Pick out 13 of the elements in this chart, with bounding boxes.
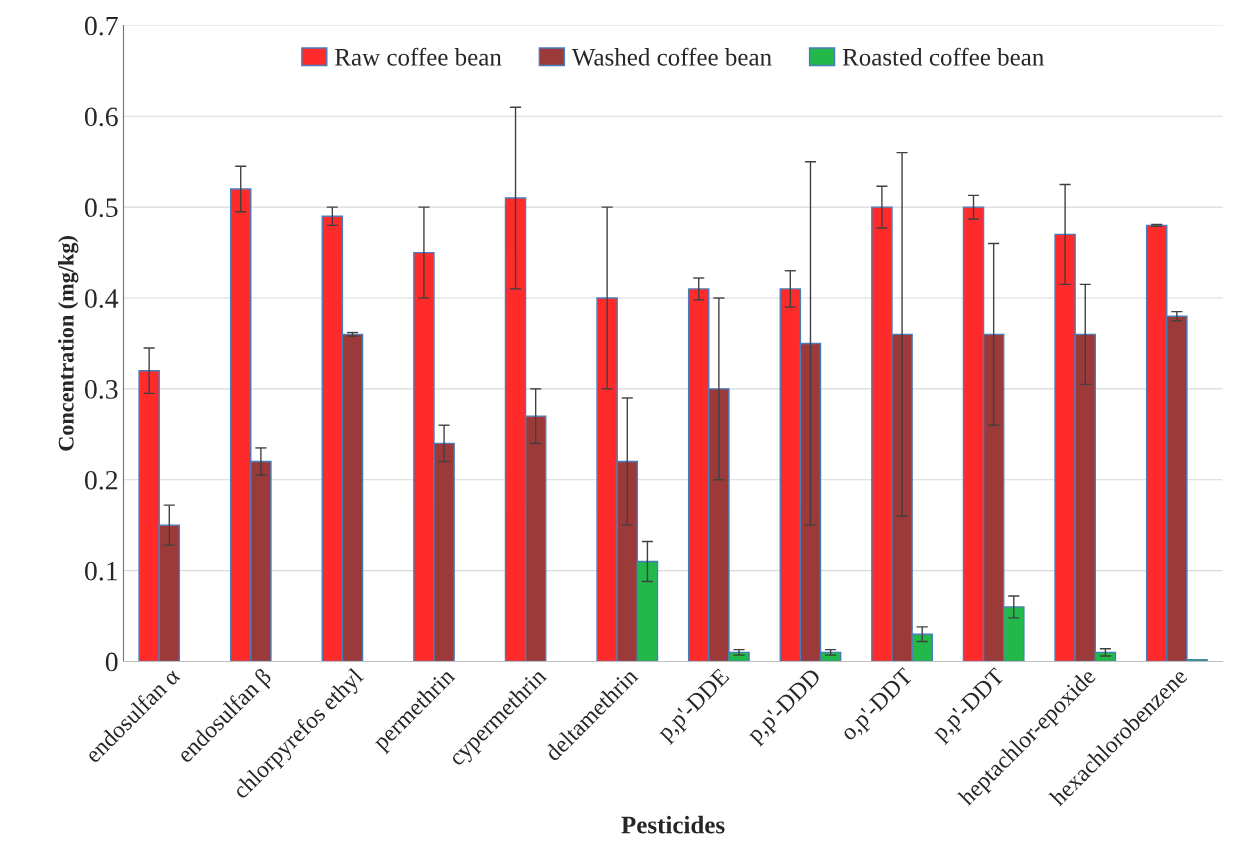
y-tick-label: 0.5 (84, 198, 118, 218)
y-tick-label: 0.6 (84, 107, 118, 127)
legend-label: Washed coffee bean (571, 47, 772, 66)
y-tick-label: 0.1 (84, 561, 117, 581)
y-axis-title: Concentration (mg/kg) (58, 236, 79, 451)
y-tick-label: 0.2 (84, 470, 118, 490)
x-axis-title: Pesticides (621, 815, 725, 834)
legend-label: Raw coffee bean (335, 47, 502, 66)
y-tick-label: 0.3 (84, 380, 118, 399)
y-tick-label: 0.7 (84, 16, 118, 36)
y-tick-label: 0 (105, 652, 118, 672)
legend-label: Roasted coffee bean (842, 47, 1044, 66)
y-tick-label: 0.4 (84, 289, 119, 309)
